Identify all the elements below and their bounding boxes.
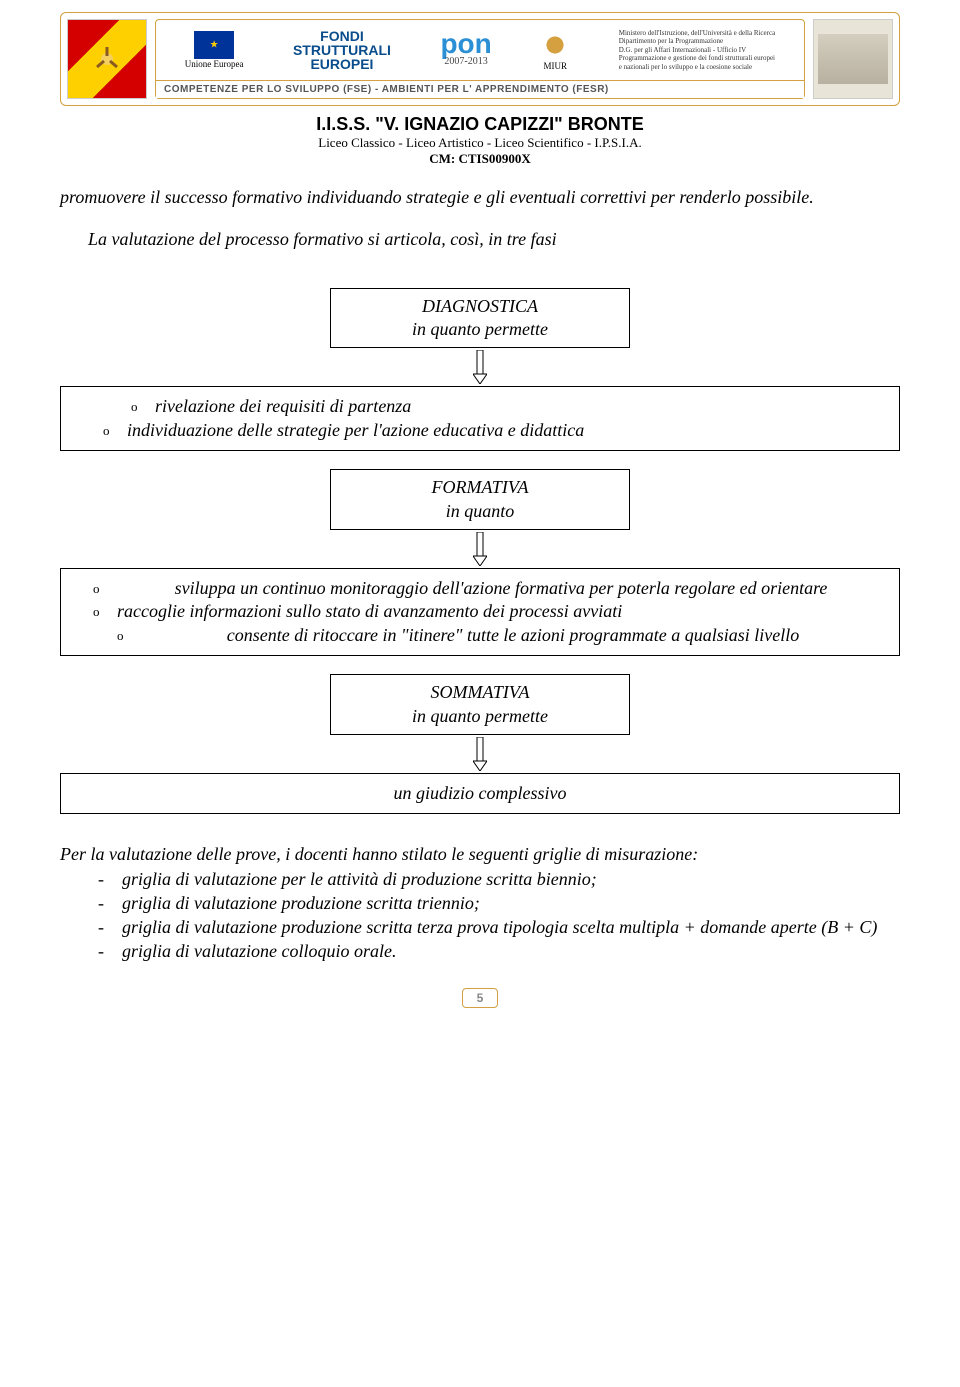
italy-emblem-icon (541, 29, 569, 61)
form-sub: in quanto (446, 501, 515, 521)
formativa-box: FORMATIVA in quanto (330, 469, 630, 530)
school-name: I.I.S.S. "V. IGNAZIO CAPIZZI" BRONTE (60, 114, 900, 135)
banner-logos-row: Unione Europea FONDI STRUTTURALI EUROPEI… (156, 20, 804, 80)
somm-title: SOMMATIVA (431, 682, 530, 702)
sommativa-detail-box: un giudizio complessivo (60, 773, 900, 814)
arrow-down-icon (473, 532, 487, 566)
form-b3: consente di ritoccare in "itinere" tutte… (141, 624, 885, 647)
page-root: Unione Europea FONDI STRUTTURALI EUROPEI… (0, 0, 960, 1028)
page-number: 5 (462, 988, 498, 1008)
form-b1: sviluppa un continuo monitoraggio dell'a… (117, 577, 885, 600)
form-b2: raccoglie informazioni sullo stato di av… (117, 600, 885, 623)
pon-years: 2007-2013 (444, 56, 487, 67)
eu-flag-icon (194, 31, 234, 59)
school-header: I.I.S.S. "V. IGNAZIO CAPIZZI" BRONTE Lic… (60, 114, 900, 167)
arrow-down-icon (473, 350, 487, 384)
diagnostica-box: DIAGNOSTICA in quanto permette (330, 288, 630, 349)
closing-item: griglia di valutazione per le attività d… (98, 867, 900, 891)
competenze-bar: COMPETENZE PER LO SVILUPPO (FSE) - AMBIE… (156, 80, 804, 98)
header-banner: Unione Europea FONDI STRUTTURALI EUROPEI… (60, 12, 900, 106)
ministry-text: Ministero dell'Istruzione, dell'Universi… (619, 29, 775, 71)
closing-item: griglia di valutazione produzione scritt… (98, 915, 900, 939)
miur-block: MIUR (541, 29, 569, 71)
fondi-l3: EUROPEI (310, 57, 373, 71)
fondi-l1: FONDI (320, 29, 364, 43)
eu-logo-block: Unione Europea (185, 31, 244, 69)
diag-b1: rivelazione dei requisiti di partenza (155, 395, 885, 418)
school-cm: CM: CTIS00900X (60, 151, 900, 167)
intro-p2: La valutazione del processo formativo si… (60, 227, 900, 251)
pon-logo: pon 2007-2013 (440, 33, 491, 66)
diag-title: DIAGNOSTICA (422, 296, 538, 316)
diag-sub: in quanto permette (412, 319, 548, 339)
closing-lead: Per la valutazione delle prove, i docent… (60, 842, 900, 866)
formativa-detail-box: osviluppa un continuo monitoraggio dell'… (60, 568, 900, 656)
closing-list: griglia di valutazione per le attività d… (60, 867, 900, 964)
somm-sub: in quanto permette (412, 706, 548, 726)
banner-center: Unione Europea FONDI STRUTTURALI EUROPEI… (155, 19, 805, 99)
form-title: FORMATIVA (432, 477, 529, 497)
diagnostica-detail-box: orivelazione dei requisiti di partenza o… (60, 386, 900, 451)
intro-p1: promuovere il successo formativo individ… (60, 185, 900, 209)
fondi-logo: FONDI STRUTTURALI EUROPEI (293, 29, 391, 71)
sicily-emblem (67, 19, 147, 99)
somm-text: un giudizio complessivo (394, 783, 567, 803)
building-icon (818, 34, 888, 84)
fondi-l2: STRUTTURALI (293, 43, 391, 57)
pon-label: pon (440, 33, 491, 55)
eu-label: Unione Europea (185, 59, 244, 69)
closing-item: griglia di valutazione produzione scritt… (98, 891, 900, 915)
miur-label: MIUR (543, 61, 567, 71)
closing-item: griglia di valutazione colloquio orale. (98, 939, 900, 963)
sommativa-box: SOMMATIVA in quanto permette (330, 674, 630, 735)
building-photo (813, 19, 893, 99)
diag-b2: individuazione delle strategie per l'azi… (127, 419, 885, 442)
arrow-down-icon (473, 737, 487, 771)
school-subtitle: Liceo Classico - Liceo Artistico - Liceo… (60, 135, 900, 151)
